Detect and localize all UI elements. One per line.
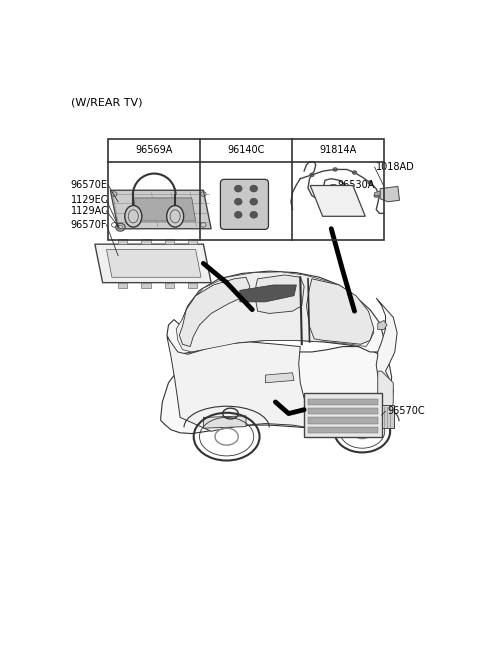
Text: 96569A: 96569A (135, 145, 173, 155)
Polygon shape (310, 185, 365, 216)
Text: 96530A: 96530A (337, 180, 375, 190)
Polygon shape (165, 283, 174, 288)
Polygon shape (110, 190, 211, 229)
Bar (308, 426, 378, 433)
Polygon shape (255, 275, 304, 314)
Polygon shape (188, 283, 197, 288)
Polygon shape (165, 239, 174, 244)
Ellipse shape (250, 198, 258, 205)
Ellipse shape (250, 185, 258, 192)
Text: 1018AD: 1018AD (376, 162, 415, 172)
Polygon shape (167, 271, 384, 354)
Polygon shape (176, 272, 374, 352)
Bar (308, 399, 378, 405)
FancyBboxPatch shape (220, 179, 268, 229)
Bar (308, 408, 378, 415)
Text: (W/REAR TV): (W/REAR TV) (71, 98, 143, 108)
Polygon shape (180, 277, 250, 346)
Polygon shape (167, 337, 312, 431)
Text: 91814A: 91814A (319, 145, 356, 155)
Ellipse shape (234, 212, 242, 218)
Ellipse shape (125, 206, 142, 227)
Polygon shape (118, 239, 127, 244)
Polygon shape (161, 346, 392, 434)
Text: 96140C: 96140C (228, 145, 264, 155)
Polygon shape (133, 198, 196, 221)
Text: 1129AC: 1129AC (71, 206, 109, 216)
Bar (108, 139, 384, 240)
Polygon shape (118, 283, 127, 288)
Polygon shape (204, 416, 246, 428)
Polygon shape (142, 283, 151, 288)
Text: 96570F: 96570F (71, 220, 108, 230)
Ellipse shape (234, 198, 242, 205)
Text: 1129EC: 1129EC (71, 195, 108, 205)
Polygon shape (378, 371, 393, 417)
Polygon shape (240, 285, 296, 302)
Text: 96570E: 96570E (71, 180, 108, 190)
Bar (308, 417, 378, 424)
Polygon shape (380, 187, 399, 202)
Ellipse shape (167, 206, 184, 227)
Bar (304, 393, 382, 438)
Polygon shape (95, 244, 211, 283)
Ellipse shape (234, 185, 242, 192)
Polygon shape (306, 279, 374, 345)
Bar (382, 405, 394, 428)
Polygon shape (142, 239, 151, 244)
Polygon shape (378, 320, 387, 329)
Polygon shape (107, 250, 201, 277)
Text: 96570C: 96570C (387, 406, 425, 416)
Polygon shape (188, 239, 197, 244)
Polygon shape (265, 373, 294, 383)
Polygon shape (375, 191, 380, 196)
Ellipse shape (250, 212, 258, 218)
Polygon shape (370, 298, 397, 426)
